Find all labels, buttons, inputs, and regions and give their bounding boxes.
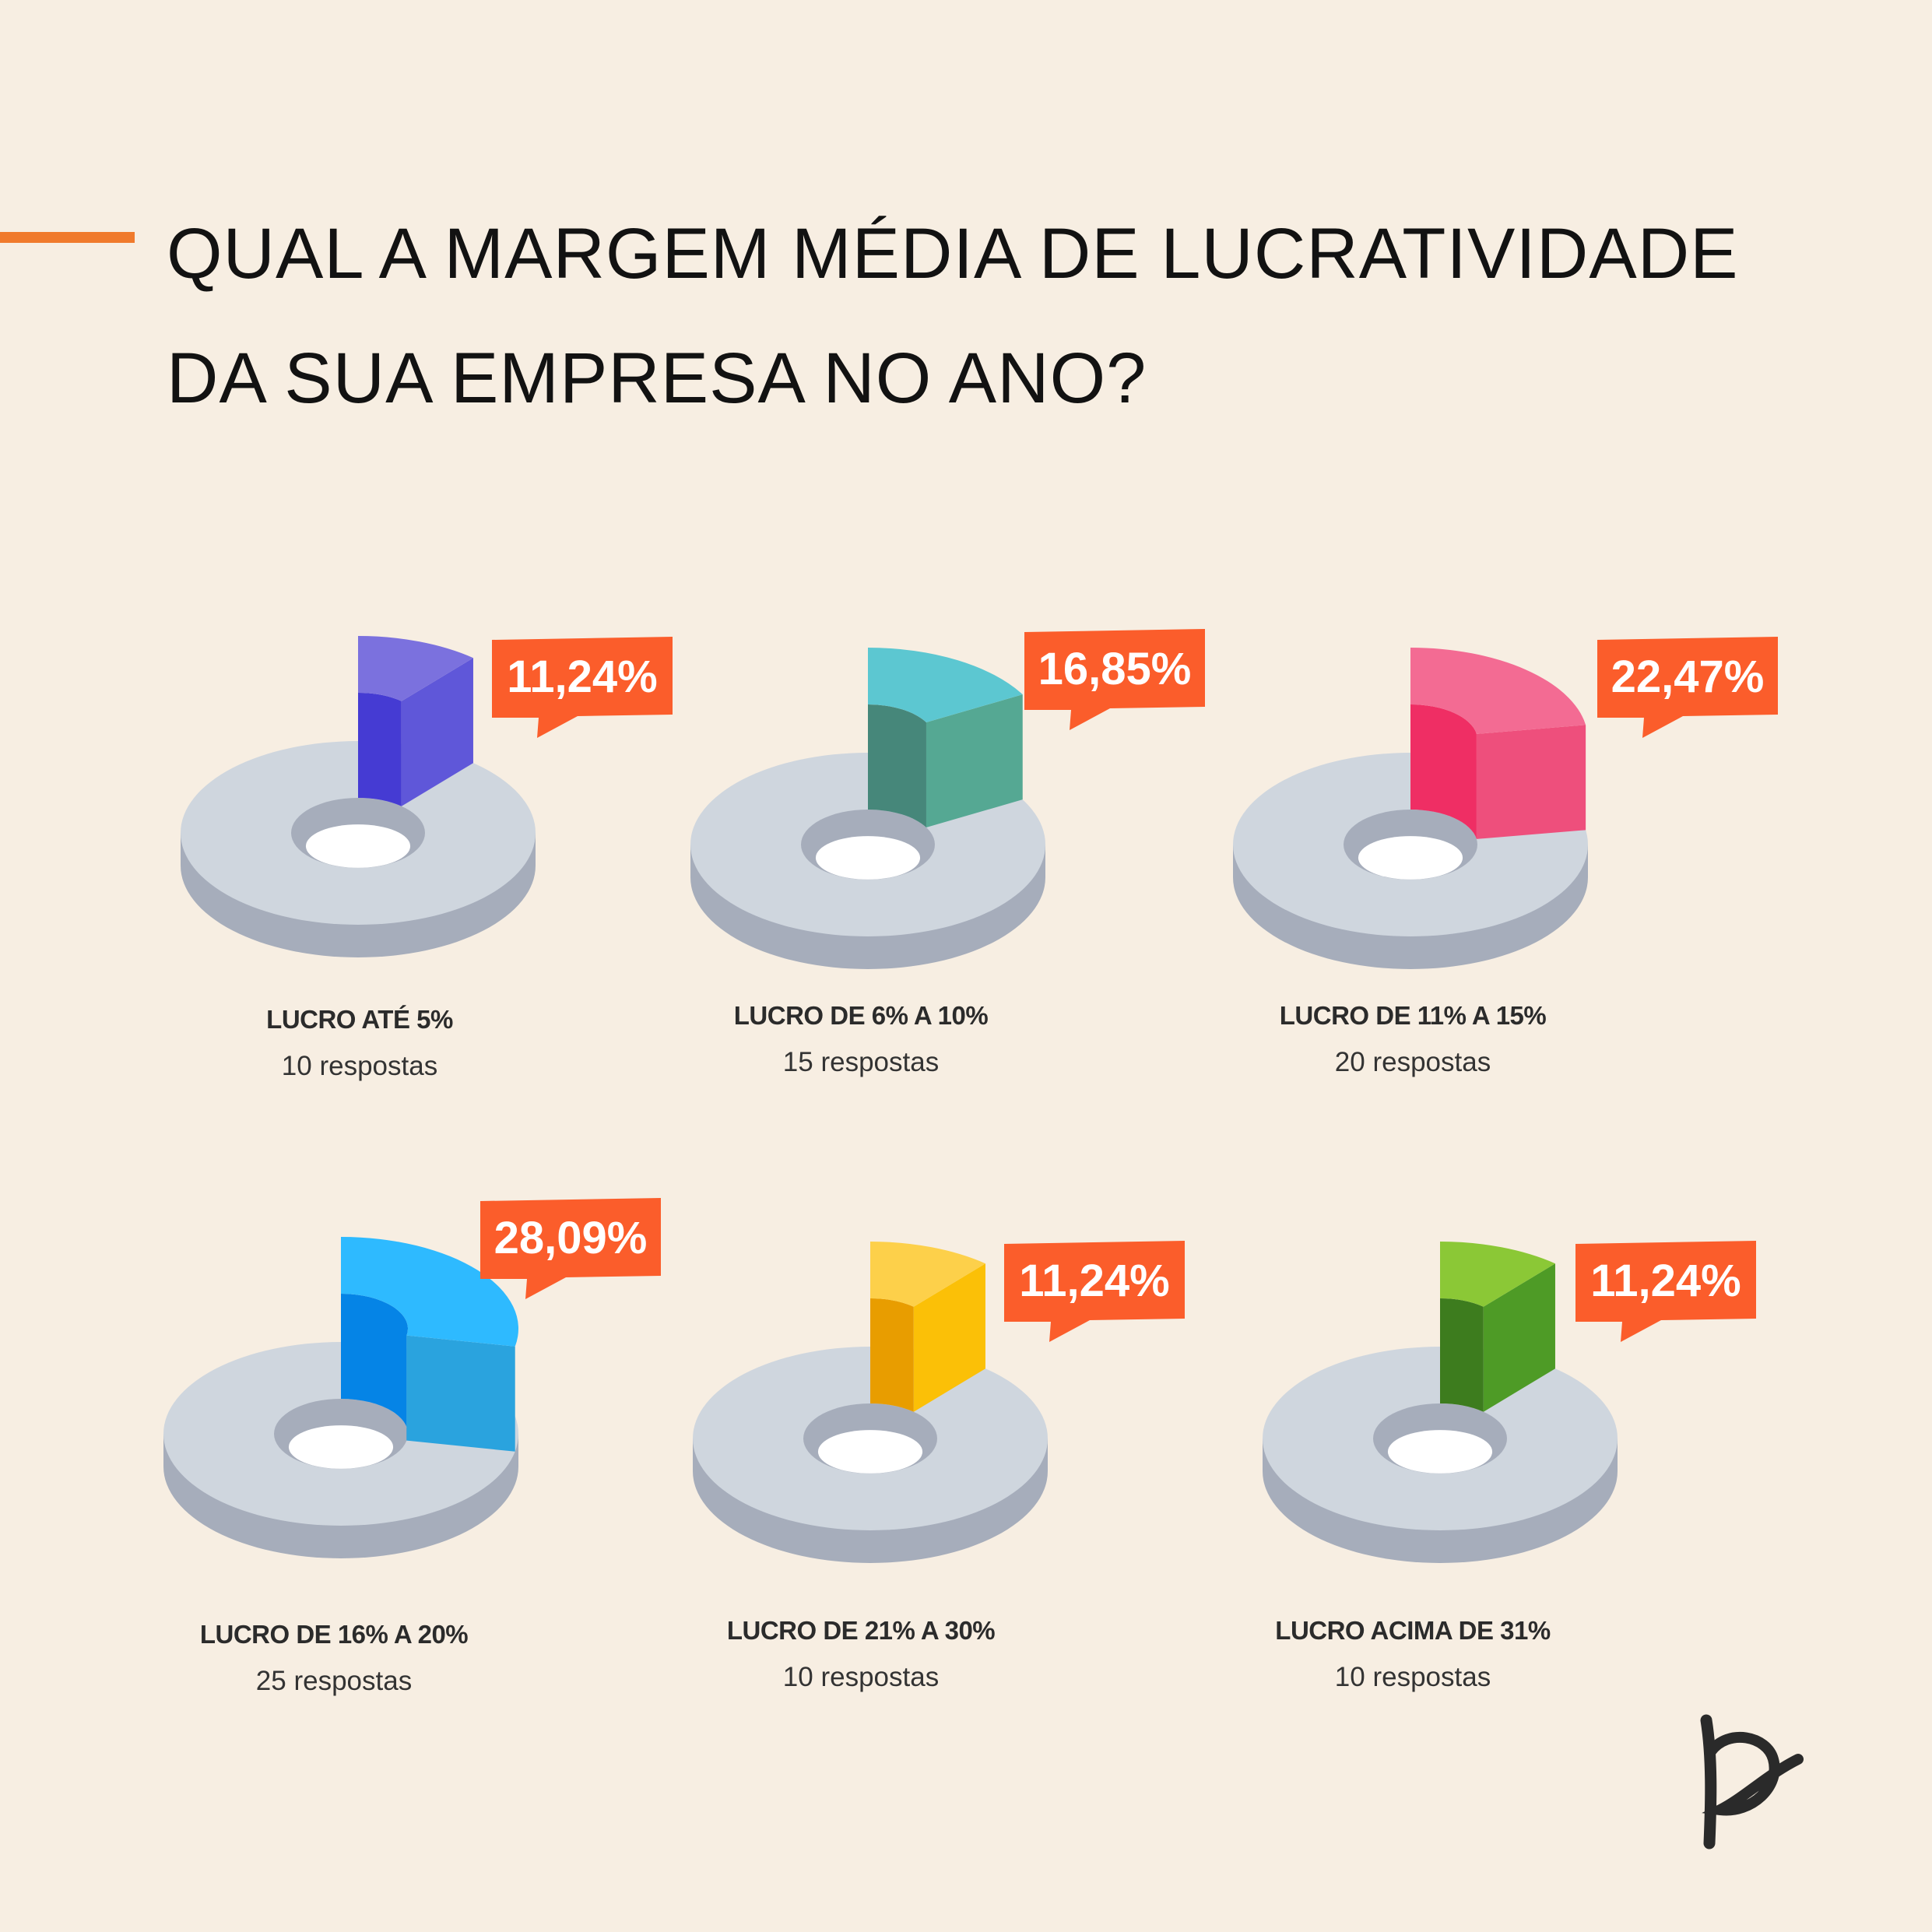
value-label: 11,24% [1019,1256,1170,1306]
caption-2: LUCRO DE 11% A 15% 20 respostas [1195,992,1631,1086]
slice-top [1440,1242,1555,1307]
slice-end-wall [913,1263,985,1412]
value-callout [1575,1241,1756,1342]
caption-1: LUCRO DE 6% A 10% 15 respostas [643,992,1079,1086]
slice-inner-wall [341,1294,408,1441]
caption-0: LUCRO ATÉ 5% 10 respostas [142,996,578,1090]
caption-3: LUCRO DE 16% A 20% 25 respostas [116,1611,552,1705]
value-callout [480,1198,661,1299]
caption-4: LUCRO DE 21% A 30% 10 respostas [643,1607,1079,1701]
value-callout [1597,637,1778,738]
slice-label: LUCRO DE 21% A 30% [726,1616,996,1645]
slice-end-wall [1483,1263,1555,1412]
response-count: 10 respostas [281,1051,438,1081]
accent-line [0,232,135,243]
slice-top [870,1242,985,1307]
slice-label: LUCRO DE 6% A 10% [733,1001,989,1030]
slice-inner-wall [868,704,926,827]
ring-hole [288,1425,394,1469]
slice-label: LUCRO DE 11% A 15% [1279,1001,1547,1030]
value-label: 11,24% [507,652,658,702]
caption-5: LUCRO ACIMA DE 31% 10 respostas [1195,1607,1631,1701]
ring-hole [815,836,921,880]
slice-top [358,636,473,701]
value-label: 22,47% [1611,652,1765,702]
slice-inner-wall [1440,1298,1484,1412]
slice-top [1410,648,1586,734]
value-callout [492,637,673,738]
ring-hole [305,824,411,868]
slice-top [341,1237,518,1347]
slice-end-wall [1476,725,1586,839]
slice-end-wall [401,658,473,806]
slice-end-wall [926,694,1023,827]
value-label: 11,24% [1590,1256,1741,1306]
response-count: 25 respostas [255,1666,413,1696]
title-line-1: QUAL A MARGEM MÉDIA DE LUCRATIVIDADE [167,214,1739,293]
value-label: 28,09% [494,1213,648,1263]
value-label: 16,85% [1038,644,1192,694]
value-callout [1004,1241,1185,1342]
response-count: 10 respostas [1334,1662,1491,1692]
response-count: 15 respostas [782,1047,940,1077]
ring-hole [1387,1430,1493,1474]
ring-hole [817,1430,923,1474]
response-count: 20 respostas [1334,1047,1491,1077]
brand-logo [1700,1714,1804,1849]
ring-hole [1358,836,1463,880]
slice-label: LUCRO ATÉ 5% [266,1005,453,1034]
slice-label: LUCRO DE 16% A 20% [199,1620,469,1649]
slice-inner-wall [358,693,402,806]
slice-top [868,648,1023,722]
response-count: 10 respostas [782,1662,940,1692]
page-title: QUAL A MARGEM MÉDIA DE LUCRATIVIDADE DA … [167,191,1739,441]
title-line-2: DA SUA EMPRESA NO ANO? [167,339,1147,418]
slice-end-wall [406,1335,515,1452]
slice-label: LUCRO ACIMA DE 31% [1275,1616,1551,1645]
slice-inner-wall [870,1298,914,1412]
value-callout [1024,629,1205,730]
slice-inner-wall [1410,704,1477,839]
